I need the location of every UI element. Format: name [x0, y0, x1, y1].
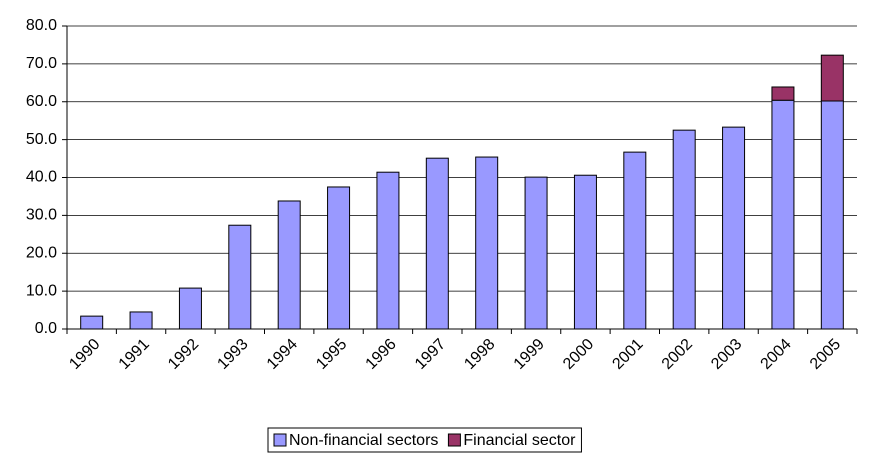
x-tick-label: 2004: [758, 336, 795, 373]
y-tick-label: 0.0: [35, 320, 57, 337]
bar: [81, 316, 103, 329]
chart: 0.0 10.0 20.0 30.0 40.0 50.0 60.0 70.0 80.0 1990 1…: [0, 0, 875, 453]
bar: [723, 127, 745, 329]
y-tick-label: 70.0: [26, 55, 57, 72]
y-tick-label: 10.0: [26, 282, 57, 299]
x-tick-label: 1997: [412, 336, 449, 373]
x-tick-label: 1998: [461, 336, 498, 373]
y-tick-label: 40.0: [26, 169, 57, 186]
x-tick-label: 1993: [214, 336, 251, 373]
y-tick-label: 30.0: [26, 207, 57, 224]
bar: [772, 100, 794, 329]
x-tick-label: 1995: [313, 336, 350, 373]
bar: [426, 158, 448, 329]
bar: [525, 177, 547, 329]
x-tick-label: 1996: [363, 336, 400, 373]
bar: [574, 175, 596, 329]
bar: [673, 130, 695, 329]
bar: [821, 55, 843, 101]
legend-swatch: [274, 434, 286, 446]
x-tick-label: 2005: [807, 336, 844, 373]
legend-label: Financial sector: [463, 432, 576, 449]
x-tick-label: 1990: [66, 336, 103, 373]
bar: [328, 187, 350, 329]
bar: [821, 101, 843, 329]
bar: [772, 87, 794, 100]
x-tick-label: 2000: [560, 336, 597, 373]
x-tick-label: 1994: [264, 336, 301, 373]
bar: [229, 225, 251, 329]
y-tick-label: 20.0: [26, 244, 57, 261]
bar: [476, 157, 498, 329]
bar: [377, 172, 399, 329]
y-tick-label: 50.0: [26, 131, 57, 148]
bar: [278, 201, 300, 329]
y-tick-label: 80.0: [26, 17, 57, 34]
bar: [624, 152, 646, 329]
x-tick-label: 2001: [609, 336, 646, 373]
bar: [179, 288, 201, 329]
legend-swatch: [448, 434, 460, 446]
bar: [130, 312, 152, 329]
x-tick-label: 1992: [165, 336, 202, 373]
legend: Non-financial sectors Financial sector: [268, 428, 581, 452]
x-tick-label: 1991: [116, 336, 153, 373]
legend-label: Non-financial sectors: [289, 432, 438, 449]
x-tick-label: 1999: [511, 336, 548, 373]
x-tick-label: 2003: [708, 336, 745, 373]
y-tick-label: 60.0: [26, 93, 57, 110]
x-tick-label: 2002: [659, 336, 696, 373]
